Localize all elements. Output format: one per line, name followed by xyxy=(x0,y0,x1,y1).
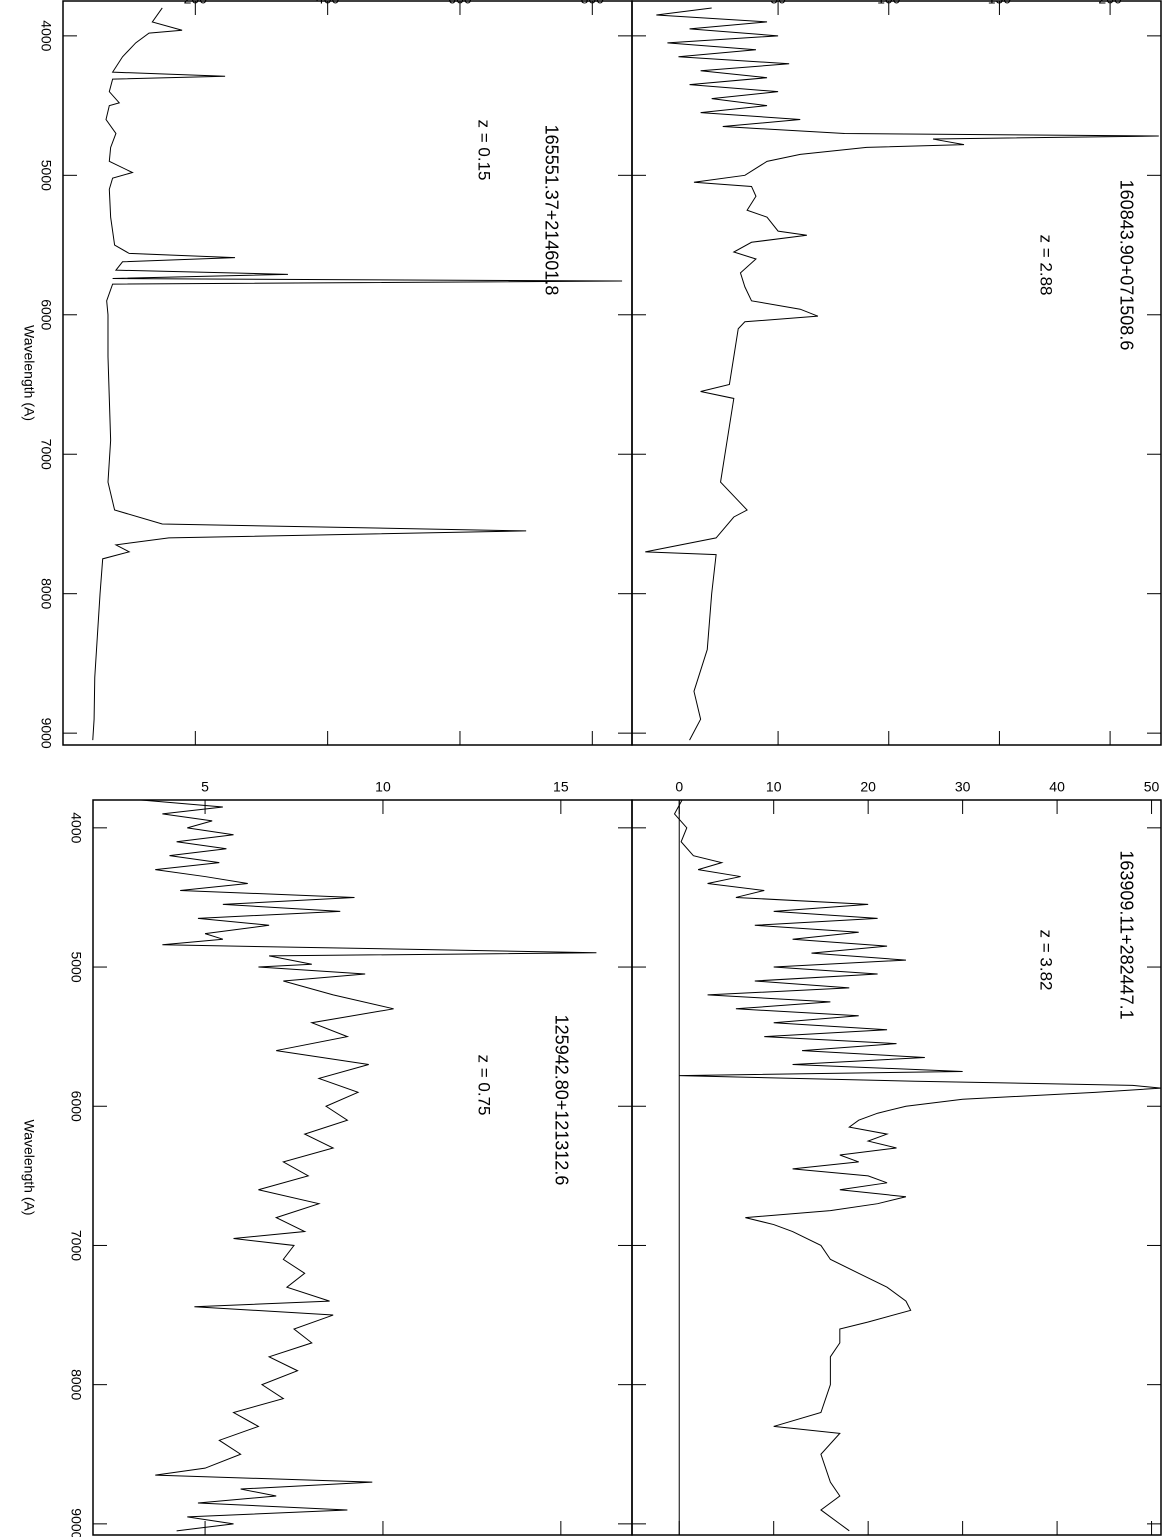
flux-tick-label: 100 xyxy=(877,0,901,7)
spectrum-line xyxy=(645,7,1159,741)
flux-tick-label: 15 xyxy=(553,779,569,795)
redshift-annotation: z = 2.88 xyxy=(1037,235,1056,296)
spectrum-line xyxy=(673,799,1162,1532)
flux-tick-label: 10 xyxy=(766,779,782,795)
panel-frame xyxy=(631,0,1162,746)
flux-tick-label: 200 xyxy=(184,0,208,7)
flux-tick-label: 50 xyxy=(770,0,786,7)
flux-tick-label: 50 xyxy=(1144,779,1160,795)
spectrum-line xyxy=(92,7,623,741)
redshift-annotation: z = 0.15 xyxy=(475,120,494,181)
flux-tick-label: 5 xyxy=(201,779,209,795)
redshift-annotation: z = 3.82 xyxy=(1037,930,1056,991)
flux-tick-label: 600 xyxy=(448,0,472,7)
flux-tick-label: 150 xyxy=(988,0,1012,7)
flux-tick-label: 20 xyxy=(860,779,876,795)
spectrum-title: 160843.90+071508.6 xyxy=(1116,180,1136,351)
wavelength-tick-label: 5000 xyxy=(38,160,54,191)
wavelength-tick-label: 9000 xyxy=(68,1508,84,1537)
wavelength-tick-label: 5000 xyxy=(68,951,84,982)
x-axis-label: Wavelength (A) xyxy=(21,1120,37,1216)
spectrum-title: 125942.80+121312.6 xyxy=(551,1015,571,1186)
wavelength-tick-label: 6000 xyxy=(68,1091,84,1122)
wavelength-tick-label: 7000 xyxy=(68,1230,84,1261)
panel-frame xyxy=(92,799,633,1536)
spectrum-line xyxy=(140,799,597,1532)
flux-tick-label: 0 xyxy=(675,779,683,795)
spectrum-title: 163909.11+282447.1 xyxy=(1116,850,1136,1019)
flux-tick-label: 30 xyxy=(955,779,971,795)
wavelength-tick-label: 7000 xyxy=(38,439,54,470)
panel-frame xyxy=(62,0,633,746)
flux-tick-label: 40 xyxy=(1049,779,1065,795)
flux-tick-label: 800 xyxy=(581,0,605,7)
flux-tick-label: 200 xyxy=(1098,0,1122,7)
x-axis-label: Wavelength (A) xyxy=(21,325,37,421)
redshift-annotation: z = 0.75 xyxy=(475,1055,494,1116)
spectrum-title: 165551.37+214601.8 xyxy=(541,125,561,296)
wavelength-tick-label: 4000 xyxy=(38,20,54,51)
wavelength-tick-label: 9000 xyxy=(38,718,54,749)
wavelength-tick-label: 4000 xyxy=(68,812,84,843)
wavelength-tick-label: 6000 xyxy=(38,299,54,330)
panel-frame xyxy=(631,799,1162,1536)
flux-tick-label: 400 xyxy=(316,0,340,7)
wavelength-tick-label: 8000 xyxy=(68,1369,84,1400)
flux-tick-label: 10 xyxy=(375,779,391,795)
wavelength-tick-label: 8000 xyxy=(38,578,54,609)
